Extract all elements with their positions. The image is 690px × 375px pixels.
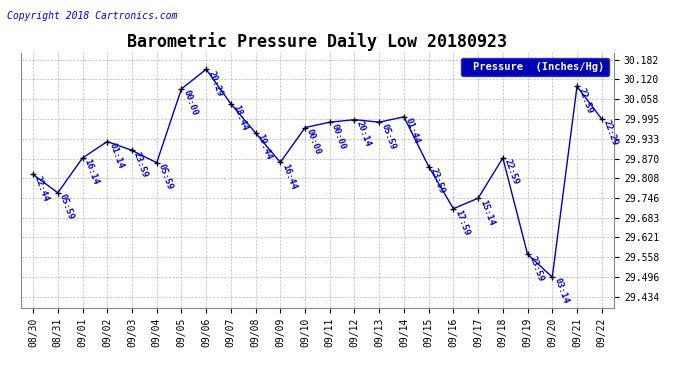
- Text: 17:59: 17:59: [453, 209, 471, 237]
- Text: 18:44: 18:44: [231, 104, 248, 132]
- Text: 22:29: 22:29: [602, 119, 620, 147]
- Text: 00:00: 00:00: [305, 128, 323, 156]
- Text: 05:59: 05:59: [380, 122, 397, 150]
- Text: 15:14: 15:14: [478, 198, 495, 226]
- Text: 20:14: 20:14: [355, 120, 372, 148]
- Text: 03:14: 03:14: [552, 277, 570, 305]
- Text: 19:44: 19:44: [255, 133, 273, 161]
- Text: 23:59: 23:59: [428, 166, 446, 195]
- Text: Copyright 2018 Cartronics.com: Copyright 2018 Cartronics.com: [7, 11, 177, 21]
- Text: 00:00: 00:00: [181, 89, 199, 117]
- Legend: Pressure  (Inches/Hg): Pressure (Inches/Hg): [461, 58, 609, 76]
- Text: 16:14: 16:14: [83, 158, 100, 186]
- Text: 05:59: 05:59: [157, 163, 175, 191]
- Text: 22:59: 22:59: [577, 86, 595, 115]
- Text: 01:14: 01:14: [107, 141, 125, 170]
- Title: Barometric Pressure Daily Low 20180923: Barometric Pressure Daily Low 20180923: [128, 32, 507, 51]
- Text: 20:29: 20:29: [206, 69, 224, 98]
- Text: 23:59: 23:59: [528, 254, 545, 283]
- Text: 22:44: 22:44: [33, 174, 50, 203]
- Text: 16:44: 16:44: [280, 162, 298, 191]
- Text: 01:44: 01:44: [404, 117, 422, 145]
- Text: 22:59: 22:59: [503, 158, 520, 186]
- Text: 00:00: 00:00: [330, 122, 347, 150]
- Text: 23:59: 23:59: [132, 150, 150, 179]
- Text: 05:59: 05:59: [58, 193, 75, 221]
